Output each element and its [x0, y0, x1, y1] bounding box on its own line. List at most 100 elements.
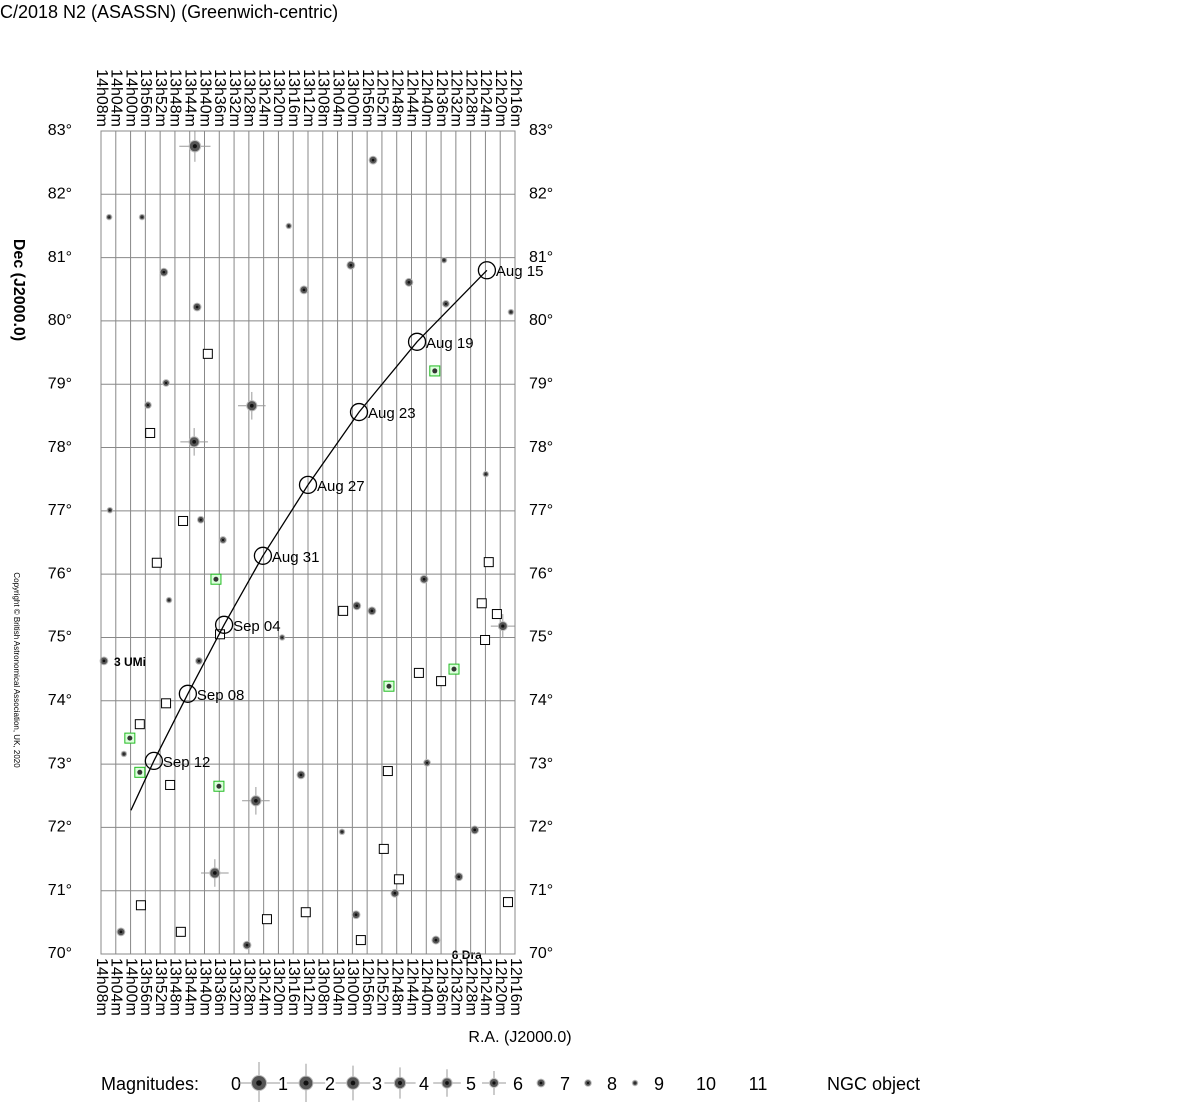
star-part [510, 311, 512, 313]
star [180, 428, 208, 456]
star-part [199, 518, 202, 521]
ngc-object [134, 719, 145, 730]
star-part [108, 216, 111, 218]
star-part [397, 1080, 403, 1086]
y-tick-label: 79° [529, 375, 553, 392]
legend-magnitude: 11 [749, 1074, 768, 1094]
x-tick-label: 12h16m [507, 69, 524, 127]
x-tick-label: 13h12m [300, 958, 317, 1016]
y-tick-label: 71° [529, 882, 553, 899]
x-tick-label: 13h04m [329, 958, 346, 1016]
star-annotation: 3 UMi [114, 655, 146, 669]
star-part [256, 1080, 262, 1086]
x-tick-label: 13h52m [152, 958, 169, 1016]
star-part [123, 753, 125, 755]
legend-magnitude: 6 [513, 1074, 523, 1094]
legend-magnitude: 9 [654, 1074, 664, 1094]
ngc-object-core [216, 783, 222, 789]
star-part [287, 225, 290, 227]
star [106, 507, 114, 514]
star [138, 213, 146, 221]
ngc-object [355, 935, 366, 946]
ngc-object [436, 676, 447, 687]
y-tick-label: 75° [529, 629, 553, 646]
x-tick-label: 13h52m [152, 69, 169, 127]
y-tick-label: 70° [529, 945, 553, 962]
x-tick-label: 13h08m [315, 958, 332, 1016]
y-axis-title: Dec (J2000.0) [10, 239, 27, 341]
y-tick-label: 77° [48, 502, 72, 519]
ngc-object [480, 634, 491, 645]
x-tick-label: 12h36m [433, 69, 450, 127]
star [384, 1067, 416, 1099]
star [431, 935, 441, 945]
x-tick-label: 13h48m [167, 958, 184, 1016]
star-part [434, 938, 438, 942]
x-tick-label: 13h28m [241, 958, 258, 1016]
legend-magnitude: 2 [325, 1074, 335, 1094]
comet-position [349, 402, 369, 422]
star [470, 825, 480, 835]
x-tick-label: 12h28m [462, 69, 479, 127]
star-part [192, 440, 196, 444]
star-part [425, 761, 429, 764]
x-tick-label: 12h56m [359, 958, 376, 1016]
star-part [586, 1081, 590, 1085]
star-part [197, 659, 201, 663]
x-tick-label: 12h52m [374, 958, 391, 1016]
x-tick-label: 12h16m [507, 958, 524, 1016]
ngc-object [393, 874, 404, 885]
y-tick-label: 74° [48, 692, 72, 709]
star-part [221, 538, 225, 542]
ngc-object [378, 843, 389, 854]
x-tick-label: 13h16m [285, 69, 302, 127]
star [219, 536, 227, 544]
star [335, 1065, 371, 1101]
star-part [393, 891, 397, 895]
star [367, 606, 377, 616]
star [238, 1062, 280, 1102]
star-part [350, 1080, 356, 1086]
y-tick-label: 81° [48, 249, 72, 266]
x-tick-label: 13h00m [344, 69, 361, 127]
date-label: Sep 04 [233, 618, 281, 635]
legend-title: Magnitudes: [101, 1074, 199, 1094]
star-part [281, 636, 284, 639]
x-tick-label: 12h44m [403, 69, 420, 127]
star-part [445, 1081, 449, 1085]
star [242, 786, 270, 815]
star-part [102, 659, 106, 663]
star [105, 213, 113, 221]
star-part [634, 1082, 636, 1084]
star-part [355, 604, 359, 608]
x-tick-label: 12h48m [388, 958, 405, 1016]
x-tick-label: 12h32m [448, 69, 465, 127]
x-tick-label: 13h28m [241, 69, 258, 127]
x-tick-label: 12h44m [403, 958, 420, 1016]
date-label: Aug 27 [317, 478, 365, 495]
ngc-object [300, 907, 311, 918]
star [116, 927, 126, 937]
ngc-object [151, 557, 162, 568]
star-part [254, 798, 258, 803]
star-part [484, 473, 487, 476]
star [352, 601, 362, 611]
y-tick-label: 81° [529, 249, 553, 266]
x-tick-label: 12h36m [433, 958, 450, 1016]
x-tick-label: 12h40m [418, 958, 435, 1016]
star [423, 759, 431, 767]
legend-magnitude: 3 [372, 1074, 382, 1094]
x-tick-label: 13h20m [270, 69, 287, 127]
star-part [141, 216, 143, 218]
star [404, 277, 414, 287]
star-part [492, 1081, 496, 1085]
x-tick-label: 12h52m [374, 69, 391, 127]
star [631, 1079, 639, 1087]
date-label: Sep 12 [163, 754, 211, 771]
x-tick-label: 12h40m [418, 69, 435, 127]
star-part [473, 828, 477, 832]
x-tick-label: 13h56m [137, 958, 154, 1016]
y-tick-label: 70° [48, 945, 72, 962]
star-part [407, 280, 411, 284]
ngc-object [215, 629, 226, 640]
